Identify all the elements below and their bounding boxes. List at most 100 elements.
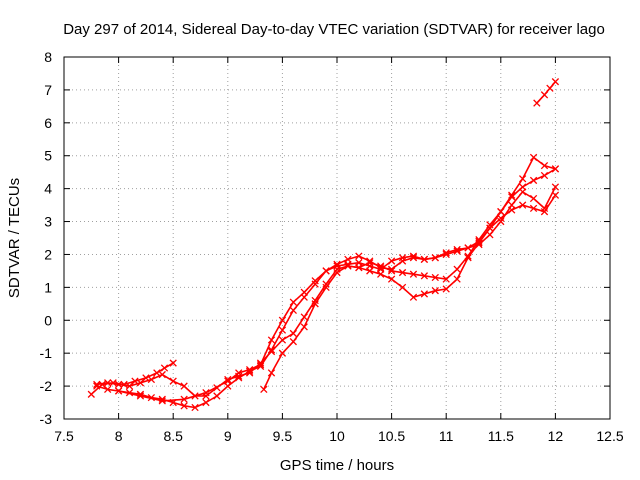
grid-lines [64,57,610,419]
data-point [366,259,374,267]
data-point [158,397,166,405]
data-point [322,280,330,288]
data-point [311,300,319,308]
data-point [300,313,308,321]
data-point [420,290,429,298]
y-tick-label: 2 [44,246,52,262]
x-tick-label: 10.5 [378,428,405,444]
data-point [486,231,494,239]
data-point [508,201,516,209]
data-point [551,165,560,173]
data-point [267,346,276,354]
data-point [464,244,472,252]
data-point [398,254,407,262]
x-tick-labels: 7.5 8 8.5 9 9.5 10 10.5 11 11.5 12 12.5 [54,428,624,444]
data-point [169,377,177,385]
data-point [529,194,538,203]
data-point [442,285,450,293]
y-tick-label: 1 [44,279,52,295]
data-point [551,191,560,199]
data-point [420,255,429,264]
data-point [529,176,538,185]
data-point [431,273,439,282]
data-point [300,323,308,331]
y-tick-label: -3 [40,411,53,427]
data-point [87,390,95,398]
series-line [96,186,557,409]
y-tick-labels: -3 -2 -1 0 1 2 3 4 5 6 7 8 [40,49,53,427]
data-point [409,252,418,260]
data-point [420,272,429,280]
y-tick-label: 3 [44,214,52,230]
data-point [114,380,123,389]
data-point [245,365,254,374]
data-point [289,338,297,346]
x-tick-label: 7.5 [54,428,74,444]
data-point [540,91,549,99]
data-point [387,257,396,265]
data-point [104,385,112,394]
data-point [442,275,450,283]
data-point [260,385,268,394]
y-tick-label: 4 [44,181,52,197]
data-point [529,204,538,213]
data-point [93,382,101,390]
series-trace-4 [114,153,560,405]
data-point [398,268,407,277]
data-point [551,183,560,191]
y-tick-label: -2 [40,378,53,394]
x-tick-label: 11.5 [488,428,514,444]
data-point [355,252,363,260]
data-point [518,183,527,191]
chart-title: Day 297 of 2014, Sidereal Day-to-day VTE… [63,21,605,38]
data-point [486,224,494,232]
x-axis-label: GPS time / hours [280,457,394,474]
data-point [289,329,297,338]
data-point [333,262,341,270]
series-trace-1 [87,359,177,398]
data-point [267,336,276,344]
y-tick-label: 5 [44,148,52,164]
data-series [87,78,560,412]
series-trace-5 [260,165,560,394]
data-point [169,359,177,367]
data-point [409,270,418,278]
data-point [497,217,505,226]
data-point [289,298,297,306]
data-point [540,204,549,213]
data-point [333,268,341,277]
data-point [300,288,308,296]
data-point [160,364,169,372]
x-tick-label: 9 [224,428,232,444]
data-point [387,267,396,275]
data-point [508,193,516,201]
y-tick-label: -1 [40,345,53,361]
data-point [267,369,276,377]
data-point [278,326,287,334]
data-point [546,84,554,92]
data-point [311,277,319,285]
data-point [551,78,560,86]
data-point [278,349,287,357]
data-point [497,208,505,216]
series-trace-6 [533,78,560,107]
data-point [540,161,549,170]
data-point [125,382,134,390]
data-point [322,267,330,275]
y-tick-label: 0 [44,312,52,328]
data-point [398,283,407,292]
series-trace-3 [93,183,560,412]
data-point [256,361,265,369]
y-tick-label: 8 [44,49,52,65]
data-point [202,389,210,397]
data-point [431,254,439,262]
data-point [224,377,232,385]
data-point [518,201,527,209]
data-point [114,387,123,395]
data-point [136,379,145,387]
data-point [529,153,538,162]
data-point [180,402,188,410]
series-line [263,168,556,390]
x-tick-label: 10 [329,428,345,444]
